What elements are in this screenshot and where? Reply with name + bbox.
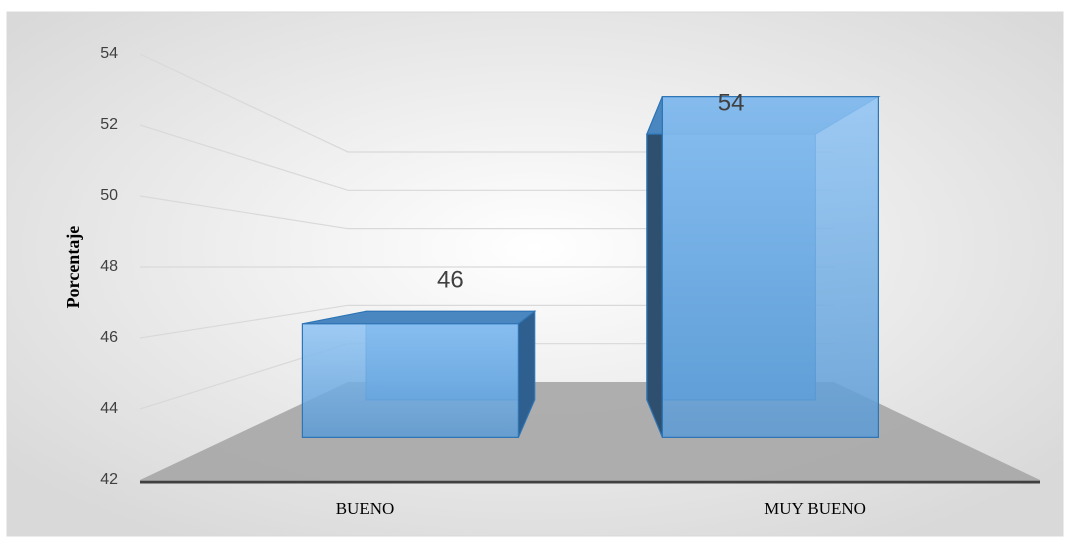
y-tick-label: 46	[100, 329, 118, 346]
x-tick-label: MUY BUENO	[764, 499, 866, 518]
y-tick-label: 52	[100, 116, 118, 133]
data-label: 46	[437, 267, 464, 294]
x-tick-label: BUENO	[336, 499, 395, 518]
bar-front	[301, 323, 520, 438]
y-tick-label: 44	[100, 400, 118, 417]
y-axis-label: Porcentaje	[63, 226, 83, 309]
y-tick-label: 50	[100, 187, 118, 204]
bar-side	[646, 96, 664, 438]
bar	[301, 310, 537, 438]
y-tick-label: 48	[100, 258, 118, 275]
bar-front	[661, 95, 880, 438]
y-tick-label: 42	[100, 471, 118, 488]
data-label: 54	[718, 89, 745, 116]
y-tick-label: 54	[100, 45, 118, 62]
bar	[646, 95, 881, 438]
